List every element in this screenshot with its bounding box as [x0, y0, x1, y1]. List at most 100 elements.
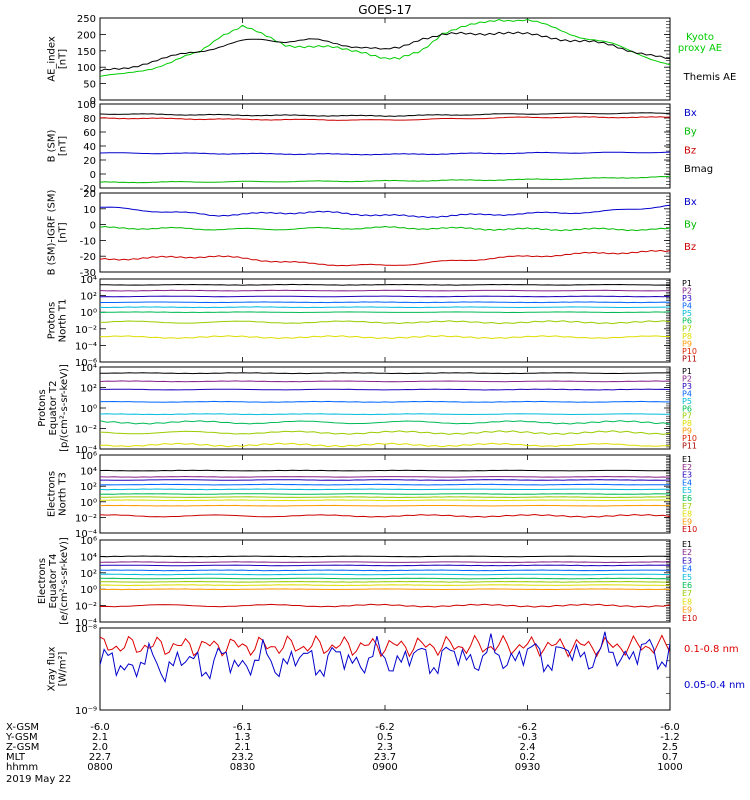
series-line-e1: [100, 555, 670, 558]
legend-entry: By: [684, 127, 697, 138]
y-axis-label: [e/(cm²-s-sr-keV)]: [59, 537, 70, 625]
series-group: [100, 631, 670, 684]
y-tick-label: 10⁻⁴: [75, 529, 97, 540]
panel-3: -30 -20 -10 0 10 20 B (SM)-IGRF (SM) [nT] Bx By Bz: [47, 189, 697, 279]
y-tick-label: 10⁶: [80, 536, 97, 547]
y-tick-label: 10⁻²: [75, 513, 97, 524]
x-row-value: -1.2: [660, 732, 680, 743]
x-row-value: 0800: [87, 762, 112, 773]
series-line-bmag: [100, 112, 670, 117]
y-tick-label: 60: [83, 128, 96, 139]
y-axis-label: [nT]: [58, 222, 69, 242]
x-row-value: 0.7: [662, 752, 678, 763]
legend-entry: P2: [682, 287, 692, 296]
legend-entry: P10: [682, 434, 697, 443]
series-line-by: [100, 175, 670, 184]
series-line-bx: [100, 151, 670, 156]
y-tick-label: 10⁻⁴: [75, 341, 97, 352]
y-tick-label: 10⁻²: [75, 602, 97, 613]
panel-frame: [99, 627, 671, 711]
legend-entry: proxy AE: [678, 43, 722, 54]
x-row-label: Z-GSM: [6, 742, 39, 753]
y-tick-label: 10⁰: [80, 498, 97, 509]
y-tick-label: 10⁻⁹: [75, 706, 97, 717]
series-line-e6: [100, 577, 670, 580]
x-row-value: 0830: [230, 762, 255, 773]
y-tick-label: 80: [83, 114, 96, 125]
legend-entry: E3: [682, 471, 692, 480]
y-tick-label: 10⁰: [80, 404, 97, 415]
series-line-e6: [100, 493, 670, 495]
x-row-value: 2.5: [662, 742, 678, 753]
x-row-label: hhmm: [6, 762, 38, 773]
legend-entry: E8: [682, 510, 692, 519]
legend-entry: Kyoto: [686, 32, 714, 43]
panel-frame: [99, 366, 671, 450]
y-axis-label: Electrons: [37, 558, 48, 604]
legend-entry: P10: [682, 347, 697, 356]
x-row-value: -6.0: [660, 722, 680, 733]
y-tick-label: 200: [77, 30, 96, 41]
x-row-value: 0930: [515, 762, 540, 773]
x-row-value: 0.2: [520, 752, 536, 763]
y-tick-label: 150: [77, 47, 96, 58]
legend-entry: E9: [682, 606, 692, 615]
legend-entry: 0.05-0.4 nm: [684, 680, 745, 691]
x-row-value: 0900: [372, 762, 397, 773]
series-line-e2: [100, 561, 670, 564]
x-row-label: X-GSM: [6, 722, 39, 733]
legend-entry: P2: [682, 374, 692, 383]
legend-entry: E5: [682, 486, 692, 495]
y-axis-label: B (SM): [47, 129, 58, 162]
legend-entry: By: [684, 220, 697, 231]
series-line-e4: [100, 483, 670, 486]
series-line-e3: [100, 479, 670, 481]
x-row-value: 22.7: [89, 752, 111, 763]
series-line-p8: [100, 335, 670, 340]
legend-entry: P7: [682, 324, 692, 333]
x-row-value: -6.2: [518, 722, 538, 733]
panel-5: 10⁻⁴ 10⁻² 10⁰ 10² 10⁴ Protons Equator T2 [p/(cm…: [37, 363, 697, 456]
series-line-e2: [100, 475, 670, 478]
legend-entry: P5: [682, 309, 692, 318]
series-line-p4: [100, 301, 670, 304]
x-row-value: 2.1: [235, 742, 251, 753]
y-tick-label: -30: [80, 268, 96, 279]
series-line-0-05-0-4-nm: [100, 631, 670, 684]
series-line-e9: [100, 588, 670, 591]
y-axis-label: Xray flux: [47, 647, 58, 692]
series-line-p6: [100, 311, 670, 314]
x-row-value: 1.3: [235, 732, 251, 743]
y-axis-label: Electrons: [47, 471, 58, 517]
legend-entry: P6: [682, 317, 692, 326]
series-line-e10: [100, 513, 670, 518]
y-tick-label: 10⁴: [80, 363, 97, 374]
legend-entry: P4: [682, 302, 692, 311]
series-line-e8: [100, 499, 670, 502]
legend-entry: P1: [682, 367, 692, 376]
y-axis-label: Equator T2: [48, 381, 59, 436]
series-line-e7: [100, 496, 670, 499]
series-line-p2: [100, 380, 670, 383]
legend-entry: E2: [682, 548, 692, 557]
x-row-value: 2.0: [92, 742, 108, 753]
legend-entry: P3: [682, 382, 692, 391]
legend-entry: E1: [682, 455, 692, 464]
panel-7: 10⁻⁴ 10⁻² 10⁰ 10² 10⁴ 10⁶ Electrons Equator T4[…: [37, 536, 697, 629]
legend-entry: P9: [682, 339, 692, 348]
x-axis-date: 2019 May 22: [6, 774, 71, 785]
y-axis-label: B (SM)-IGRF (SM): [47, 190, 58, 276]
legend-entry: P8: [682, 332, 692, 341]
legend-entry: E7: [682, 502, 692, 511]
legend-entry: E6: [682, 494, 692, 503]
y-tick-label: 10⁰: [80, 308, 97, 319]
y-tick-label: 10⁻⁴: [75, 618, 97, 629]
y-tick-label: 10⁻⁴: [75, 445, 97, 456]
y-axis-label: North T3: [58, 472, 69, 516]
series-line-e5: [100, 573, 670, 576]
legend-entry: P3: [682, 294, 692, 303]
x-axis-table: X-GSM -6.0 -6.1 -6.2 -6.2 -6.0Y-GSM 2.1 1.3 0.5-…: [5, 722, 683, 785]
y-axis-label: [nT]: [58, 49, 69, 69]
y-tick-label: 0: [90, 96, 96, 107]
